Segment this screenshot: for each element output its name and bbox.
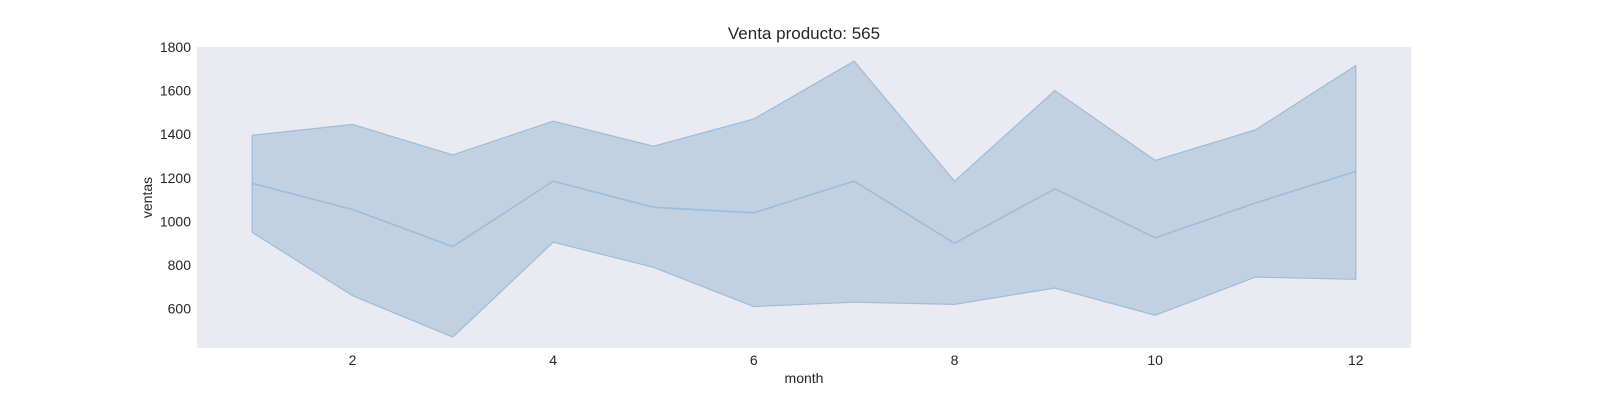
x-ticks: 2 4 6 8 10 12 xyxy=(349,352,1364,368)
y-tick-label: 1200 xyxy=(160,170,191,186)
confidence-band xyxy=(251,60,1357,338)
y-tick-label: 800 xyxy=(168,257,192,273)
x-axis-label: month xyxy=(785,370,824,386)
series-line xyxy=(251,170,1357,248)
chart-title: Venta producto: 565 xyxy=(728,24,880,43)
x-tick-label: 4 xyxy=(549,352,557,368)
x-tick-label: 10 xyxy=(1147,352,1163,368)
x-tick-label: 6 xyxy=(750,352,758,368)
x-tick-label: 8 xyxy=(951,352,959,368)
y-tick-label: 1400 xyxy=(160,126,191,142)
y-ticks: 600 800 1000 1200 1400 1600 1800 xyxy=(160,39,191,317)
x-tick-label: 2 xyxy=(349,352,357,368)
line-layer xyxy=(251,170,1357,248)
y-tick-label: 600 xyxy=(168,301,192,317)
x-tick-label: 12 xyxy=(1348,352,1364,368)
y-tick-label: 1000 xyxy=(160,213,191,229)
y-tick-label: 1800 xyxy=(160,39,191,55)
confidence-band-layer xyxy=(251,60,1357,338)
y-tick-label: 1600 xyxy=(160,83,191,99)
y-axis-label: ventas xyxy=(139,177,155,218)
